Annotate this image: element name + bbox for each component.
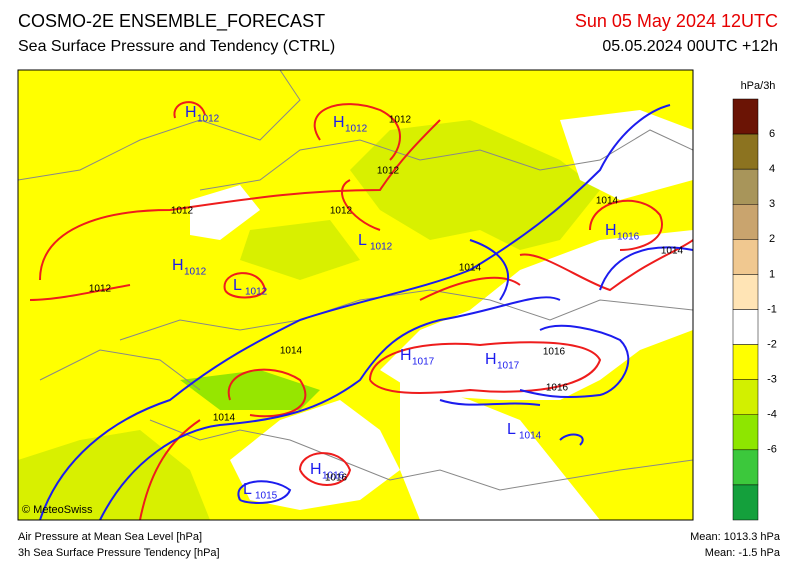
center-value: 1012 <box>184 267 207 278</box>
isobar-label: 1012 <box>89 284 112 295</box>
colorbar-box <box>732 98 759 135</box>
center-value: 1017 <box>412 357 435 368</box>
colorbar-box <box>732 274 759 310</box>
colorbar-box <box>732 133 759 170</box>
colorbar-label: -4 <box>767 409 777 421</box>
copyright: © MeteoSwiss <box>22 504 93 516</box>
subtitle: Sea Surface Pressure and Tendency (CTRL) <box>18 38 335 55</box>
tendency-area <box>18 430 210 520</box>
colorbar-unit: hPa/3h <box>741 80 776 92</box>
center-letter: H <box>333 114 345 131</box>
colorbar: hPa/3h 6 4 3 2 1 -1 -2 -3 -4 -6 <box>732 80 777 521</box>
footer-line: Air Pressure at Mean Sea Level [hPa] <box>18 531 202 543</box>
tendency-area <box>350 120 600 250</box>
colorbar-label: 4 <box>769 163 775 175</box>
center-letter: H <box>605 222 617 239</box>
center-value: 1016 <box>322 471 345 482</box>
isobar-label: 1016 <box>325 473 348 484</box>
isobar-label: 1014 <box>661 246 684 257</box>
tendency-area <box>190 185 260 240</box>
isobar-label: 1012 <box>171 206 194 217</box>
colorbar-label: 1 <box>769 268 775 280</box>
colorbar-box <box>732 309 759 345</box>
map <box>17 69 694 521</box>
colorbar-label: 6 <box>769 128 775 140</box>
colorbar-box <box>732 344 759 380</box>
isobar-label: 1016 <box>543 347 566 358</box>
isobar-label: 1014 <box>459 263 482 274</box>
center-value: 1017 <box>497 361 520 372</box>
center-letter: L <box>358 232 367 249</box>
colorbar-label: -3 <box>767 374 777 386</box>
isobar-label: 1012 <box>330 206 353 217</box>
isobar-label: 1016 <box>546 383 569 394</box>
tendency-area <box>400 380 600 520</box>
mean-pressure: Mean: 1013.3 hPa <box>690 531 781 543</box>
colorbar-label: -1 <box>767 303 777 315</box>
tendency-area <box>180 370 320 410</box>
center-value: 1012 <box>197 114 220 125</box>
valid-time: Sun 05 May 2024 12UTC <box>575 11 778 31</box>
colorbar-label: -6 <box>767 444 777 456</box>
colorbar-label: 2 <box>769 233 775 245</box>
isobars-blue <box>39 104 693 520</box>
colorbar-box <box>732 484 759 521</box>
center-value: 1015 <box>255 491 278 502</box>
colorbar-box <box>732 239 759 275</box>
map-frame <box>17 69 694 521</box>
center-value: 1012 <box>245 287 268 298</box>
center-value: 1014 <box>519 431 542 442</box>
colorbar-box <box>732 414 759 451</box>
isobar-label: 1012 <box>377 166 400 177</box>
colorbar-box <box>732 204 759 240</box>
mean-tendency: Mean: -1.5 hPa <box>705 547 781 559</box>
colorbar-box <box>732 449 759 486</box>
colorbar-box <box>732 379 759 415</box>
isobar-label: 1014 <box>213 413 236 424</box>
borders <box>18 70 693 491</box>
tendency-area <box>240 220 360 280</box>
run-time: 05.05.2024 00UTC +12h <box>602 38 778 55</box>
colorbar-label: -2 <box>767 338 777 350</box>
center-letter: L <box>243 481 252 498</box>
center-letter: H <box>172 257 184 274</box>
colorbar-box <box>732 168 759 205</box>
footer-line: 3h Sea Surface Pressure Tendency [hPa] <box>18 547 220 559</box>
title: COSMO-2E ENSEMBLE_FORECAST <box>18 11 325 32</box>
center-letter: H <box>485 351 497 368</box>
isobar-label: 1012 <box>389 115 412 126</box>
center-letter: H <box>185 104 197 121</box>
center-letter: L <box>507 421 516 438</box>
center-letter: H <box>400 347 412 364</box>
isobar-label: 1014 <box>280 346 303 357</box>
isobar-label: 1014 <box>596 196 619 207</box>
center-value: 1016 <box>617 232 640 243</box>
colorbar-label: 3 <box>769 198 775 210</box>
center-letter: H <box>310 461 322 478</box>
isobars-red <box>29 101 693 520</box>
center-letter: L <box>233 277 242 294</box>
center-value: 1012 <box>370 242 393 253</box>
center-value: 1012 <box>345 124 368 135</box>
